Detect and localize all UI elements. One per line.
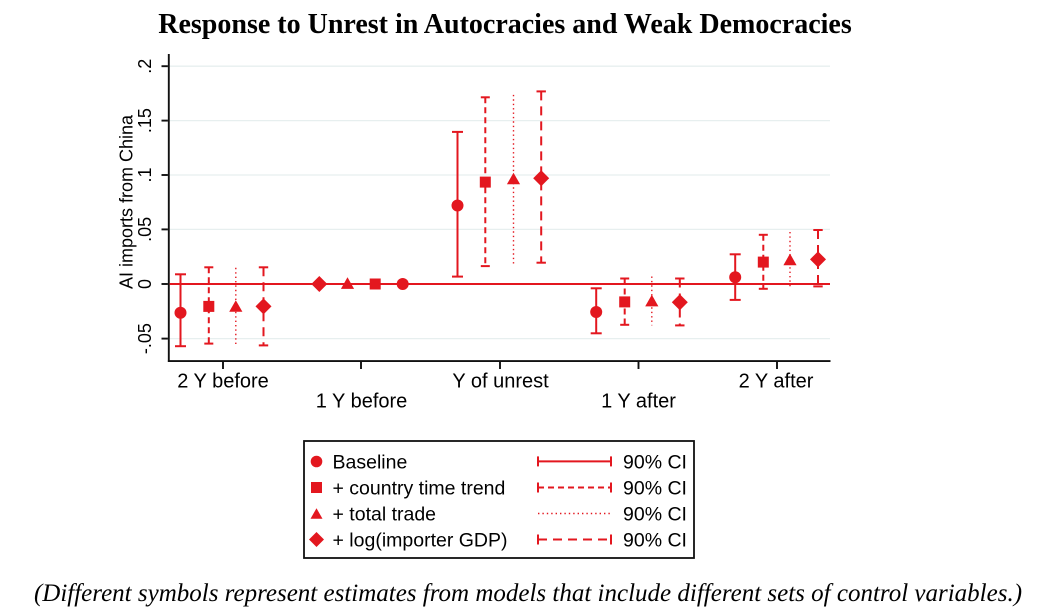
svg-text:90% CI: 90% CI	[623, 478, 687, 500]
svg-text:.05: .05	[135, 217, 155, 242]
svg-text:2 Y after: 2 Y after	[739, 371, 814, 393]
svg-text:AI imports from China: AI imports from China	[117, 114, 137, 289]
svg-text:1 Y after: 1 Y after	[601, 391, 676, 413]
svg-text:+ total trade: + total trade	[333, 504, 437, 526]
svg-text:-.05: -.05	[135, 323, 155, 354]
svg-text:.15: .15	[135, 108, 155, 133]
svg-text:Response to Unrest in Autocrac: Response to Unrest in Autocracies and We…	[158, 9, 852, 40]
svg-text:+ log(importer GDP): + log(importer GDP)	[333, 530, 508, 552]
svg-text:.1: .1	[135, 167, 155, 182]
svg-text:Y of unrest: Y of unrest	[452, 371, 549, 393]
svg-text:90% CI: 90% CI	[623, 504, 687, 526]
svg-text:(Different symbols represent e: (Different symbols represent estimates f…	[34, 580, 1022, 607]
svg-text:1 Y before: 1 Y before	[316, 391, 408, 413]
svg-text:+ country time trend: + country time trend	[333, 478, 506, 500]
svg-text:2 Y before: 2 Y before	[177, 371, 269, 393]
svg-text:.2: .2	[135, 59, 155, 74]
svg-text:90% CI: 90% CI	[623, 452, 687, 474]
svg-text:0: 0	[135, 279, 155, 289]
svg-text:Baseline: Baseline	[333, 452, 408, 474]
svg-text:90% CI: 90% CI	[623, 530, 687, 552]
